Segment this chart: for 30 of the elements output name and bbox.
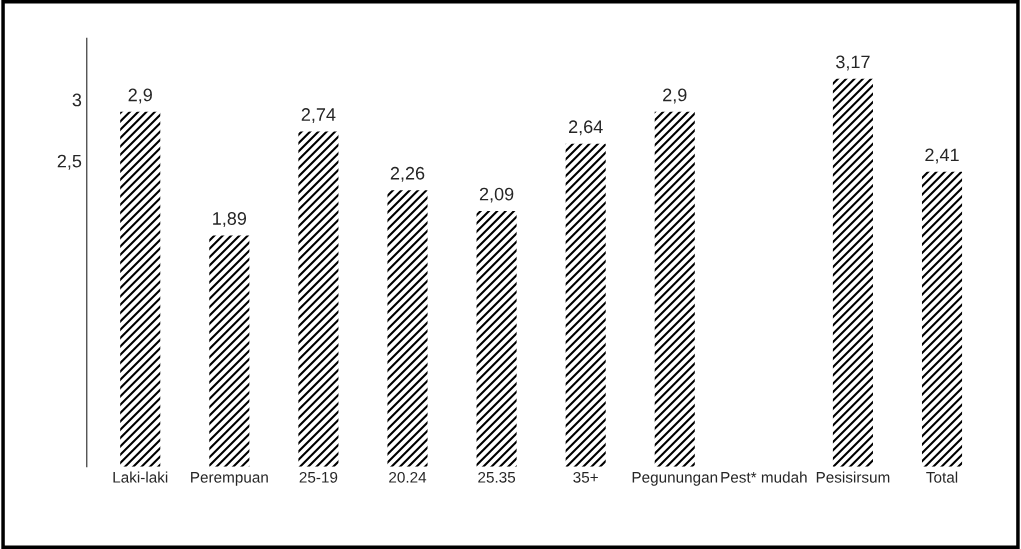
y-tick-label: 3 xyxy=(72,93,82,107)
bar xyxy=(654,111,695,467)
bar xyxy=(921,171,963,467)
data-label: 2,41 xyxy=(925,148,959,164)
x-tick-label: 25.35 xyxy=(478,471,516,483)
bar xyxy=(298,131,339,467)
x-tick-label: Total xyxy=(926,471,958,483)
x-tick-label: Pest* mudah xyxy=(721,471,807,483)
data-label: 2,74 xyxy=(301,108,336,124)
bar xyxy=(209,235,250,467)
bar xyxy=(476,210,517,467)
x-tick-label: 20.24 xyxy=(389,471,427,483)
x-tick-label: 35+ xyxy=(573,471,598,483)
data-label: 2,09 xyxy=(479,187,514,203)
bar xyxy=(565,143,606,467)
data-label: 2,26 xyxy=(390,166,425,182)
x-tick-label: Laki-laki xyxy=(113,471,168,483)
data-label: 2,9 xyxy=(663,88,687,104)
bar xyxy=(387,190,428,467)
data-label: 1,89 xyxy=(213,212,247,228)
data-label: 2,64 xyxy=(569,120,603,136)
x-tick-label: Perempuan xyxy=(191,472,268,486)
x-tick-label: 25-19 xyxy=(299,471,338,483)
data-label: 2,9 xyxy=(128,88,152,104)
bar xyxy=(120,111,161,467)
bar xyxy=(832,78,873,467)
data-label: 3,17 xyxy=(836,55,870,71)
y-tick-label: 2,5 xyxy=(57,154,82,170)
x-tick-label: Pesisirsum xyxy=(816,471,890,483)
x-tick-label: Pegunungan xyxy=(632,472,718,486)
